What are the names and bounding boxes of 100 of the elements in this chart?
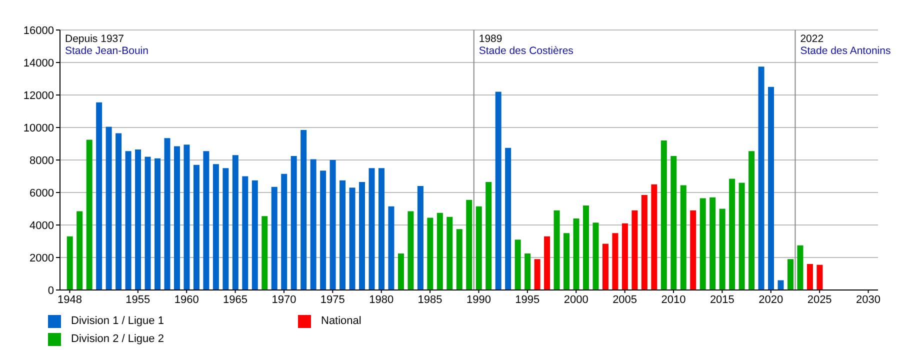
bar xyxy=(252,180,258,290)
x-tick-label: 1995 xyxy=(515,294,540,306)
bar xyxy=(76,211,83,290)
bar xyxy=(144,156,151,290)
bar xyxy=(125,151,132,290)
annotation: Stade Jean-Bouin xyxy=(65,45,149,57)
legend-label: Division 2 / Ligue 2 xyxy=(71,333,164,345)
bar xyxy=(86,140,92,290)
bar xyxy=(222,168,229,290)
y-tick-label: 10000 xyxy=(23,122,54,134)
y-tick-label: 2000 xyxy=(30,252,54,264)
bar xyxy=(408,211,414,290)
bar xyxy=(544,236,550,290)
bar xyxy=(96,102,102,290)
x-tick-label: 1970 xyxy=(272,294,296,306)
y-tick-label: 4000 xyxy=(30,220,54,232)
bar xyxy=(670,156,677,290)
bar xyxy=(602,244,608,290)
bar xyxy=(310,159,316,290)
bar xyxy=(641,194,648,290)
bar xyxy=(290,156,297,290)
x-tick-label: 2010 xyxy=(661,294,686,306)
y-tick-label: 16000 xyxy=(23,24,54,37)
bar xyxy=(340,180,346,290)
ref-line-label: 1989 Stade des Costières xyxy=(478,33,574,57)
y-tick-label: 6000 xyxy=(30,187,54,200)
bar xyxy=(738,182,745,290)
bar xyxy=(612,233,618,290)
bar xyxy=(700,198,706,290)
bar xyxy=(262,216,268,290)
bar xyxy=(719,208,726,290)
bar xyxy=(388,206,394,290)
bar xyxy=(66,236,73,290)
bar xyxy=(271,186,278,290)
bar xyxy=(524,253,531,290)
bar xyxy=(154,158,161,290)
bar xyxy=(212,164,219,290)
bar xyxy=(427,218,434,290)
bar xyxy=(748,151,755,290)
bar xyxy=(232,155,238,290)
bar xyxy=(690,210,696,290)
y-tick-label: 12000 xyxy=(23,90,54,102)
bar xyxy=(778,280,784,290)
bar xyxy=(349,188,356,290)
bar xyxy=(758,66,764,290)
x-tick-label: 1960 xyxy=(174,294,199,306)
bar xyxy=(184,144,190,290)
bar xyxy=(456,229,462,290)
bar xyxy=(300,130,307,290)
bar xyxy=(495,92,502,290)
bar xyxy=(787,259,794,290)
legend-label: National xyxy=(321,315,362,327)
bar xyxy=(816,264,823,290)
bar xyxy=(592,222,599,290)
bar xyxy=(330,160,336,290)
x-tick-label: 2030 xyxy=(856,294,881,306)
bar xyxy=(582,206,589,290)
x-tick-label: 2020 xyxy=(758,294,784,306)
annotation: Depuis 1937 xyxy=(65,33,124,45)
bar xyxy=(106,126,112,290)
x-tick-label: 1965 xyxy=(223,294,248,306)
bar xyxy=(573,218,580,290)
x-tick-label: 1990 xyxy=(466,294,491,306)
bar xyxy=(564,233,570,290)
x-tick-label: 2025 xyxy=(807,294,832,306)
bar xyxy=(505,148,512,290)
bar xyxy=(436,212,443,290)
x-tick-label: 1980 xyxy=(369,294,394,306)
ref-line-label: 2022 Stade des Antonins xyxy=(800,33,891,57)
bar xyxy=(368,168,375,290)
bar xyxy=(466,200,472,290)
x-tick-label: 2005 xyxy=(612,294,638,306)
bar xyxy=(476,206,482,290)
legend-label: Division 1 / Ligue 1 xyxy=(71,315,164,327)
bar xyxy=(398,253,404,290)
x-tick-label: 1948 xyxy=(57,294,82,306)
y-tick-label: 0 xyxy=(48,284,54,297)
y-tick-label: 8000 xyxy=(30,154,54,167)
bar xyxy=(632,210,638,290)
bar xyxy=(680,185,686,290)
x-tick-label: 2015 xyxy=(710,294,734,306)
bar xyxy=(768,86,774,290)
bar xyxy=(174,146,180,290)
bar xyxy=(446,216,453,290)
bar xyxy=(203,151,210,290)
bar xyxy=(660,140,667,290)
bar xyxy=(378,168,384,290)
bar xyxy=(135,149,142,290)
bar xyxy=(417,186,424,290)
bar xyxy=(806,264,813,290)
bar xyxy=(320,170,326,290)
bar xyxy=(797,245,804,290)
bar xyxy=(242,176,248,290)
bar xyxy=(514,240,521,290)
x-tick-label: 1975 xyxy=(320,294,345,306)
bar xyxy=(729,178,736,290)
bar xyxy=(486,182,492,290)
bar xyxy=(710,197,716,290)
bar xyxy=(359,182,366,290)
bar xyxy=(554,210,560,290)
